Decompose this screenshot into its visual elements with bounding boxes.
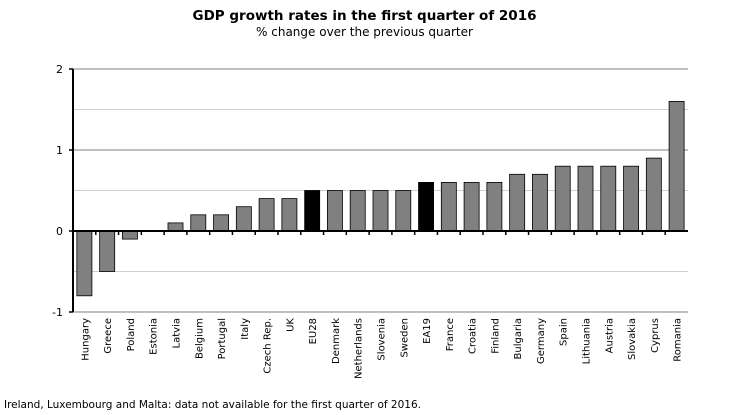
x-tick-label: Austria bbox=[604, 318, 615, 353]
x-tick-label: Germany bbox=[536, 318, 547, 364]
bar-slovenia bbox=[372, 190, 389, 232]
bar-greece bbox=[99, 230, 116, 272]
bar-poland bbox=[122, 230, 138, 240]
bar-bulgaria bbox=[509, 173, 526, 232]
footnote: Ireland, Luxembourg and Malta: data not … bbox=[4, 399, 421, 411]
x-tick-label: Estonia bbox=[149, 318, 160, 355]
bar-croatia bbox=[463, 181, 480, 232]
x-tick-label: EA19 bbox=[422, 318, 433, 344]
x-tick-label: Spain bbox=[559, 318, 570, 346]
x-tick-label: Netherlands bbox=[354, 318, 365, 379]
x-tick-label: Cyprus bbox=[650, 318, 661, 353]
y-tick-label: -1 bbox=[52, 306, 63, 319]
x-tick-label: Slovenia bbox=[377, 318, 388, 361]
bar-uk bbox=[281, 198, 298, 232]
x-tick-label: Poland bbox=[126, 318, 137, 351]
bar-finland bbox=[486, 181, 503, 232]
x-tick-label: Belgium bbox=[194, 318, 205, 359]
bar-cyprus bbox=[645, 157, 662, 232]
x-tick-label: Lithuania bbox=[582, 318, 593, 364]
x-tick-label: UK bbox=[285, 318, 296, 332]
y-tick-label: 1 bbox=[56, 144, 63, 157]
bar-austria bbox=[600, 165, 617, 232]
bar-portugal bbox=[213, 214, 229, 232]
bar-spain bbox=[554, 165, 571, 232]
x-tick-label: Hungary bbox=[80, 318, 91, 361]
y-tick-label: 2 bbox=[56, 63, 63, 76]
bar-hungary bbox=[76, 230, 93, 297]
x-tick-label: Italy bbox=[240, 318, 251, 340]
x-tick-label: Latvia bbox=[172, 318, 183, 348]
bar-italy bbox=[235, 206, 252, 232]
chart-title: GDP growth rates in the first quarter of… bbox=[192, 8, 537, 24]
y-tick-label: 0 bbox=[56, 225, 63, 238]
bar-sweden bbox=[395, 190, 412, 232]
x-tick-label: Croatia bbox=[468, 318, 479, 354]
x-tick-label: Greece bbox=[103, 318, 114, 354]
x-tick-label: EU28 bbox=[308, 318, 319, 344]
bar-lithuania bbox=[577, 165, 594, 232]
chart-subtitle: % change over the previous quarter bbox=[256, 25, 473, 39]
x-tick-label: Bulgaria bbox=[513, 318, 524, 359]
bar-denmark bbox=[327, 190, 343, 232]
x-tick-label: Sweden bbox=[399, 318, 410, 358]
bar-ea19 bbox=[418, 181, 434, 232]
bar-slovakia bbox=[623, 165, 639, 232]
bar-czech-rep- bbox=[258, 198, 275, 232]
x-tick-label: Slovakia bbox=[627, 318, 638, 360]
bar-romania bbox=[668, 101, 685, 232]
bar-eu28 bbox=[304, 190, 321, 232]
bar-latvia bbox=[167, 222, 184, 232]
bar-germany bbox=[532, 173, 548, 232]
bar-france bbox=[440, 181, 457, 232]
bar-netherlands bbox=[349, 190, 366, 232]
bar-belgium bbox=[190, 214, 207, 232]
x-tick-label: Denmark bbox=[331, 318, 342, 364]
x-tick-label: Czech Rep. bbox=[263, 318, 274, 374]
x-tick-label: Portugal bbox=[217, 318, 228, 359]
x-tick-label: Finland bbox=[490, 318, 501, 354]
x-tick-label: France bbox=[445, 318, 456, 351]
x-tick-label: Romania bbox=[673, 318, 684, 362]
